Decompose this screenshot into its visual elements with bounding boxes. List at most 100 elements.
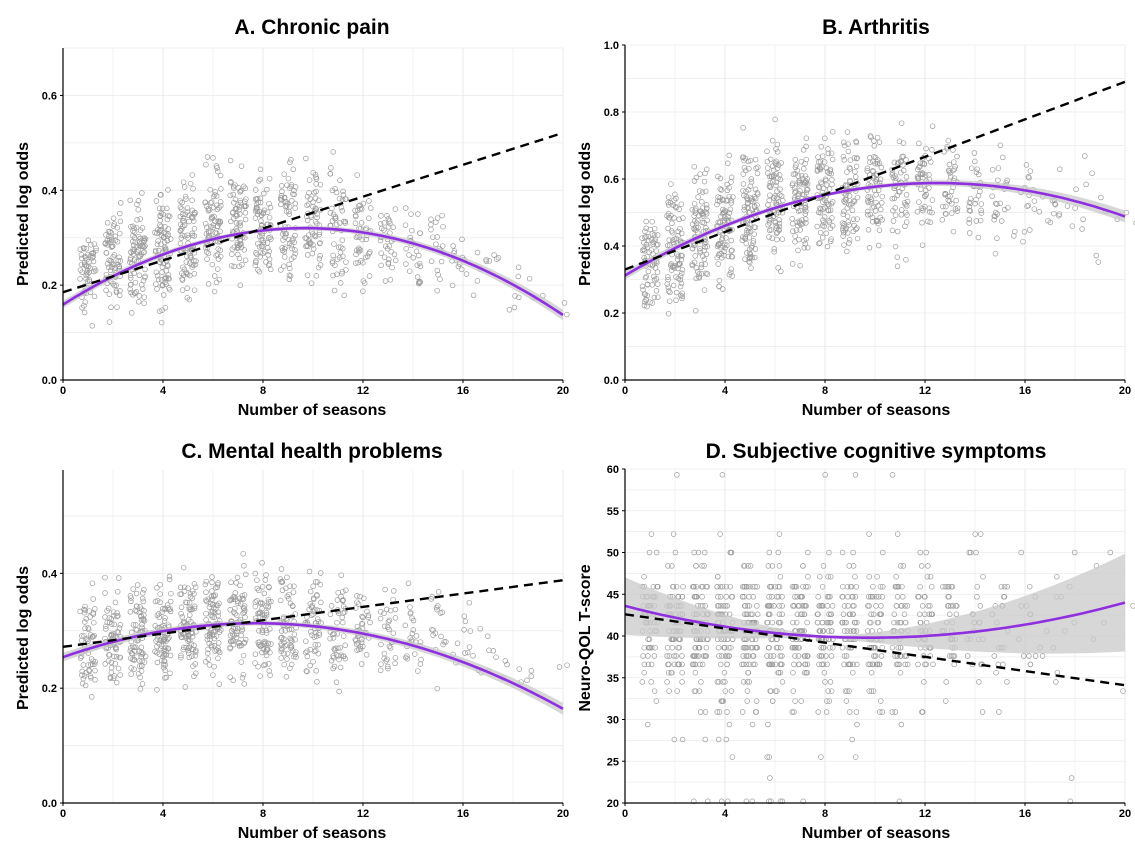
- data-point: [792, 233, 798, 239]
- data-point: [724, 709, 730, 715]
- data-point: [280, 615, 287, 622]
- data-point: [334, 597, 341, 603]
- data-point: [428, 222, 434, 228]
- data-point: [876, 661, 882, 668]
- data-point: [772, 583, 779, 590]
- data-point: [653, 698, 660, 704]
- data-point: [742, 611, 748, 618]
- data-point: [177, 591, 183, 597]
- linear-fit-line: [624, 613, 1126, 687]
- data-point: [189, 264, 195, 270]
- data-point: [978, 210, 985, 216]
- data-point: [1095, 259, 1102, 265]
- data-point: [802, 216, 809, 222]
- data-point: [639, 247, 646, 254]
- y-tick-label: 0.0: [42, 798, 57, 810]
- data-point: [254, 598, 260, 604]
- data-point: [210, 672, 216, 678]
- data-point: [641, 291, 648, 297]
- data-point: [865, 212, 871, 218]
- data-point: [695, 549, 702, 556]
- data-point: [242, 210, 249, 216]
- data-point: [701, 256, 708, 263]
- y-tick-label: 0.8: [604, 107, 619, 119]
- data-point: [945, 197, 951, 203]
- data-point: [79, 269, 85, 275]
- data-point: [87, 632, 94, 638]
- data-point: [287, 583, 293, 589]
- data-point: [353, 234, 360, 241]
- data-point: [307, 601, 314, 607]
- data-point: [740, 181, 747, 187]
- data-point: [679, 653, 685, 659]
- data-point: [678, 201, 685, 207]
- data-point: [648, 247, 655, 253]
- data-point: [238, 163, 245, 169]
- data-point: [204, 636, 211, 643]
- data-point: [964, 653, 971, 659]
- data-point: [904, 603, 911, 609]
- data-point: [1051, 210, 1057, 217]
- data-point: [127, 286, 133, 292]
- data-point: [381, 623, 388, 630]
- data-point: [799, 603, 806, 609]
- data-point: [827, 168, 833, 174]
- data-point: [779, 594, 785, 600]
- data-point: [679, 594, 686, 600]
- data-point: [211, 663, 217, 670]
- data-point: [995, 165, 1002, 171]
- data-point: [461, 627, 467, 633]
- data-point: [817, 229, 824, 236]
- data-point: [696, 188, 703, 194]
- x-tick-label: 8: [260, 385, 266, 397]
- x-tick-label: 4: [722, 385, 729, 397]
- data-point: [516, 666, 523, 672]
- data-point: [997, 200, 1003, 207]
- data-point: [892, 583, 899, 590]
- data-point: [690, 661, 697, 668]
- data-point: [790, 619, 796, 626]
- data-point: [192, 584, 199, 590]
- data-point: [286, 204, 293, 210]
- data-point: [843, 181, 849, 188]
- data-point: [805, 583, 811, 590]
- data-point: [264, 647, 270, 653]
- data-point: [723, 736, 730, 743]
- data-point: [177, 584, 184, 591]
- data-point: [227, 597, 233, 604]
- data-point: [1011, 233, 1017, 239]
- data-point: [875, 220, 881, 227]
- data-point: [166, 573, 173, 580]
- data-point: [156, 614, 162, 621]
- data-point: [317, 253, 323, 259]
- data-point: [242, 185, 249, 192]
- data-point: [916, 594, 922, 600]
- data-point: [284, 656, 290, 662]
- data-point: [117, 672, 123, 678]
- data-point: [114, 239, 121, 245]
- data-point: [227, 180, 234, 186]
- data-point: [840, 139, 847, 146]
- x-tick-label: 20: [1119, 808, 1131, 820]
- data-point: [747, 644, 754, 651]
- data-point: [435, 589, 442, 595]
- data-point: [1120, 688, 1126, 694]
- data-point: [679, 293, 685, 300]
- data-point: [210, 224, 216, 231]
- x-tick-label: 0: [622, 808, 628, 820]
- data-point: [360, 643, 366, 650]
- data-point: [392, 606, 399, 613]
- data-point: [213, 606, 219, 612]
- data-point: [252, 262, 259, 268]
- data-point: [403, 245, 409, 252]
- data-point: [81, 673, 88, 679]
- data-point: [103, 623, 109, 629]
- data-point: [871, 653, 877, 659]
- data-point: [212, 592, 219, 598]
- data-point: [670, 531, 677, 537]
- data-point: [665, 669, 672, 676]
- data-point: [840, 611, 847, 618]
- data-point: [161, 658, 168, 665]
- data-point: [716, 250, 723, 257]
- data-point: [639, 679, 646, 685]
